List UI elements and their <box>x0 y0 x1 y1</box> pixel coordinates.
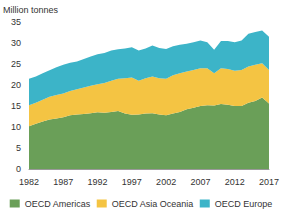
svg-text:30: 30 <box>11 38 21 48</box>
svg-text:OECD Europe: OECD Europe <box>215 199 273 209</box>
svg-text:2002: 2002 <box>156 177 176 187</box>
svg-text:1997: 1997 <box>122 177 142 187</box>
svg-text:Million tonnes: Million tonnes <box>3 5 59 15</box>
svg-text:25: 25 <box>11 59 21 69</box>
svg-text:2007: 2007 <box>190 177 210 187</box>
svg-text:1982: 1982 <box>19 177 39 187</box>
svg-text:10: 10 <box>11 122 21 132</box>
svg-text:5: 5 <box>16 143 21 153</box>
svg-text:20: 20 <box>11 80 21 90</box>
svg-text:2012: 2012 <box>225 177 245 187</box>
svg-text:1992: 1992 <box>88 177 108 187</box>
svg-text:35: 35 <box>11 17 21 27</box>
svg-text:15: 15 <box>11 101 21 111</box>
svg-text:1987: 1987 <box>53 177 73 187</box>
svg-text:OECD Asia Oceania: OECD Asia Oceania <box>112 199 194 209</box>
svg-text:2017: 2017 <box>259 177 279 187</box>
svg-text:OECD Americas: OECD Americas <box>25 199 91 209</box>
svg-text:0: 0 <box>16 164 21 174</box>
